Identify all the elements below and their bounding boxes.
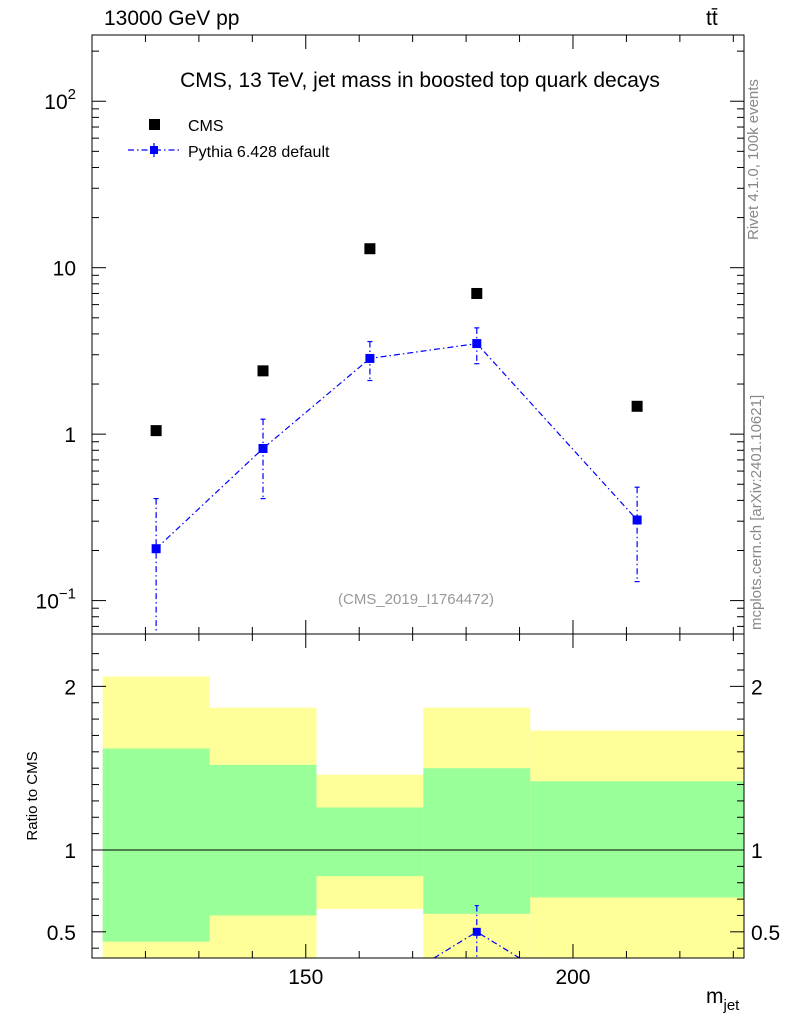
x-axis-label-main: m <box>706 985 724 1008</box>
xtick-label-1: 200 <box>555 966 590 989</box>
main-ytick-label-0: 10−1 <box>36 586 76 614</box>
main-ytick-exponent: −1 <box>59 586 76 603</box>
analysis-id: (CMS_2019_I1764472) <box>338 591 494 608</box>
cms-point-3 <box>471 287 483 299</box>
ratio-ytick-label-left-0: 0.5 <box>47 922 76 945</box>
ratio-ytick-label-left-1: 1 <box>64 840 76 863</box>
ratio-band-green-0 <box>102 748 210 942</box>
main-ytick-base: 10 <box>53 258 76 281</box>
cms-point-4 <box>631 400 643 412</box>
ratio-band-green-3 <box>423 768 531 914</box>
ratio-band-green-4 <box>530 781 744 898</box>
xtick-label-0: 150 <box>288 966 323 989</box>
main-ytick-exponent: 2 <box>68 86 76 103</box>
plot-frames <box>91 34 745 959</box>
cms-point-1 <box>257 365 269 377</box>
x-axis-label: mjet <box>706 985 740 1014</box>
pythia-point-0 <box>151 544 161 554</box>
ratio-ytick-label-right-1: 1 <box>751 840 763 863</box>
cms-point-2 <box>364 243 376 255</box>
legend-pythia-marker <box>150 146 158 154</box>
main-series <box>150 243 643 634</box>
main-ytick-label-2: 10 <box>53 258 76 281</box>
main-ytick-label-3: 102 <box>44 86 76 114</box>
x-axis-label-sub: jet <box>723 997 741 1014</box>
main-ytick-base: 10 <box>36 591 59 614</box>
legend-cms-label: CMS <box>188 118 224 135</box>
pythia-point-3 <box>472 339 482 349</box>
ratio-ytick-label-right-0: 0.5 <box>751 922 780 945</box>
ratio-ytick-label-right-2: 2 <box>751 676 763 699</box>
ratio-ytick-label-left-2: 2 <box>64 676 76 699</box>
main-ytick-base: 10 <box>44 91 67 114</box>
legend-pythia-label: Pythia 6.428 default <box>188 144 330 161</box>
ratio-points <box>433 905 520 959</box>
ratio-plot-frame <box>91 633 745 959</box>
process-label: tt̄ <box>706 7 718 30</box>
ratio-pythia-marker <box>472 927 481 936</box>
pythia-point-2 <box>365 353 375 363</box>
pythia-point-1 <box>258 443 268 453</box>
ratio-bands <box>102 676 744 958</box>
cms-point-0 <box>150 425 162 437</box>
pythia-line <box>155 342 638 550</box>
main-ytick-label-1: 1 <box>64 424 76 447</box>
ratio-band-green-2 <box>316 807 424 877</box>
axis-ticks <box>91 35 744 958</box>
energy-label: 13000 GeV pp <box>104 7 240 30</box>
ratio-ylabel: Ratio to CMS <box>24 751 41 840</box>
pythia-point-4 <box>632 515 642 525</box>
ratio-band-green-1 <box>209 764 317 916</box>
legend-cms-marker <box>149 119 160 130</box>
main-ytick-base: 1 <box>64 424 76 447</box>
chart-title: CMS, 13 TeV, jet mass in boosted top qua… <box>180 69 660 92</box>
